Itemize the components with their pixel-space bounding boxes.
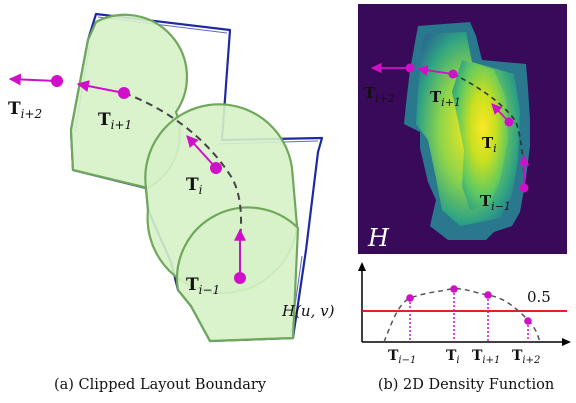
label-a-t-i: Ti: [186, 175, 203, 197]
point-t-i-plus-1: [118, 87, 130, 99]
plot-point-i: [450, 285, 458, 293]
panel-a: Ti+2 Ti+1 Ti Ti−1 (a) Clipped Layout Bou…: [8, 12, 324, 393]
heatmap-region-core: [452, 60, 508, 210]
point-b-t-i-plus-1: [448, 69, 458, 79]
point-t-i: [210, 162, 222, 174]
plot-x-axis-arrowhead: [562, 338, 571, 346]
tick-label-i-minus-1: Ti−1: [388, 348, 416, 366]
clipped-circles: [69, 13, 300, 343]
point-b-t-i-minus-1: [519, 183, 529, 193]
point-t-i-minus-1: [234, 272, 246, 284]
point-b-t-i-plus-2: [405, 63, 415, 73]
arrow-i: [186, 135, 217, 169]
label-a-t-i-plus-2: Ti+2: [8, 99, 42, 121]
trajectory-dashed-b: [452, 73, 525, 189]
point-b-t-i: [504, 117, 514, 127]
label-b-t-i: Ti: [482, 134, 497, 155]
label-a-t-i-plus-1: Ti+1: [98, 110, 132, 132]
label-b-t-i-plus-1: Ti+1: [430, 88, 461, 109]
threshold-label: 0.5: [527, 288, 551, 306]
arrow-b-i-plus-1: [416, 65, 454, 76]
tick-label-i-plus-2: Ti+2: [512, 348, 540, 366]
tick-label-i-plus-1: Ti+1: [472, 348, 500, 366]
point-t-i-plus-2: [51, 75, 63, 87]
caption-a: (a) Clipped Layout Boundary: [54, 377, 267, 393]
label-b-t-i-minus-1: Ti−1: [480, 192, 511, 213]
heatmap-label-h: H: [367, 224, 390, 252]
label-a-t-i-minus-1: Ti−1: [186, 275, 220, 297]
plot-y-label: H(u, v): [281, 302, 335, 320]
plot-point-i-plus-1: [484, 291, 492, 299]
arrow-i-plus-2: [8, 73, 58, 86]
panel-b: Ti+2 Ti+1 Ti Ti−1 H: [358, 4, 567, 254]
label-b-t-i-plus-2: Ti+2: [364, 84, 395, 105]
tick-label-i: Ti: [446, 348, 460, 366]
plot-point-i-minus-1: [406, 294, 414, 302]
density-plot: 0.5 H(u, v) Ti−1 Ti Ti+1 Ti+2 (b) 2D Den…: [281, 262, 571, 393]
trajectory-dashed: [123, 92, 242, 239]
caption-b: (b) 2D Density Function: [378, 377, 554, 393]
arrow-i-plus-1: [76, 80, 125, 94]
plot-point-i-plus-2: [524, 317, 532, 325]
plot-y-axis-arrowhead: [358, 262, 366, 271]
